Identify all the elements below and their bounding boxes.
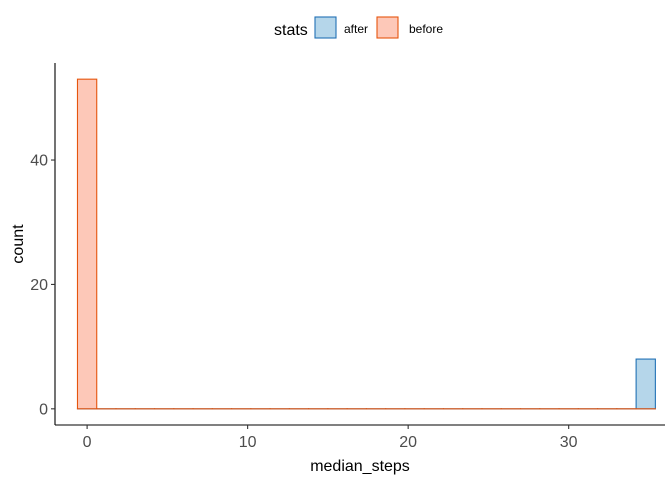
x-tick-label: 0 [83, 434, 92, 451]
y-axis-ticks: 0 20 40 [30, 153, 55, 418]
x-axis-title: median_steps [310, 458, 410, 475]
legend-title: stats [274, 22, 308, 39]
x-axis-ticks: 0 10 20 30 [83, 425, 578, 451]
bar-after-bin-29 [635, 358, 656, 410]
legend-key-before [376, 16, 399, 39]
legend: stats after before [274, 16, 443, 39]
y-tick-label: 40 [30, 153, 48, 170]
legend-label-before: before [409, 22, 443, 36]
x-tick-label: 20 [399, 434, 417, 451]
y-axis-title: count [10, 224, 27, 264]
legend-key-after [314, 16, 337, 39]
x-tick-label: 10 [239, 434, 257, 451]
x-tick-label: 30 [560, 434, 578, 451]
y-tick-label: 20 [30, 277, 48, 294]
legend-entries: after before [314, 16, 443, 39]
legend-label-after: after [344, 22, 368, 36]
bar-before-bin-0 [76, 78, 98, 410]
y-tick-label: 0 [39, 401, 48, 418]
bars-layer [76, 78, 656, 410]
